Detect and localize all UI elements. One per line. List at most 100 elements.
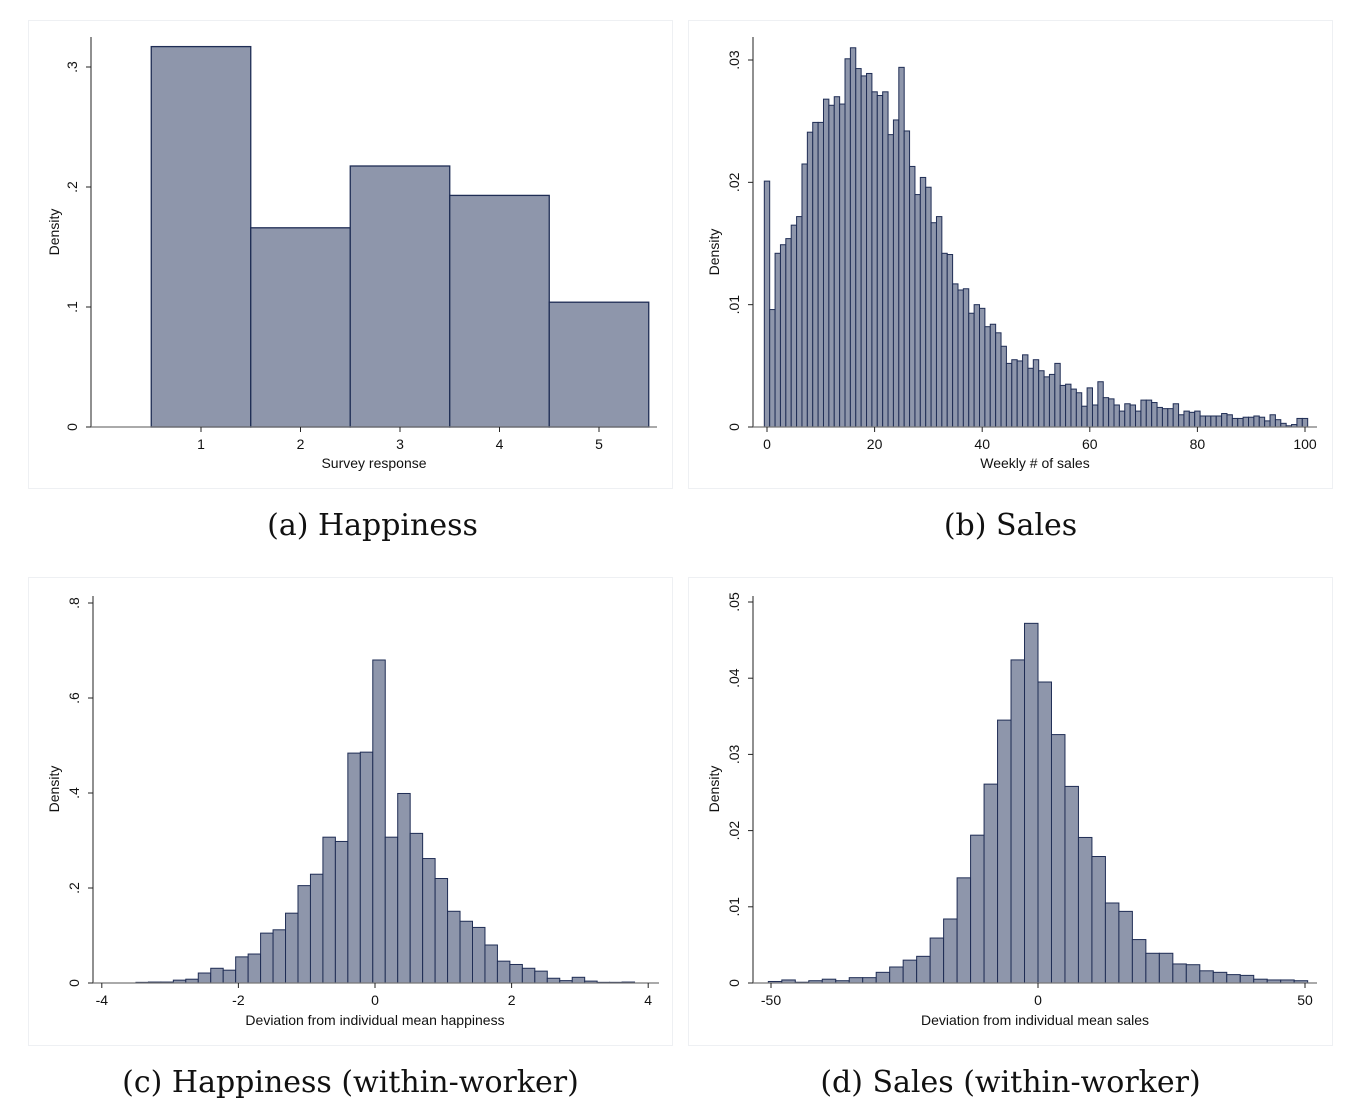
x-tick-label: 4 (644, 992, 652, 1008)
histogram-bar (422, 858, 436, 984)
histogram-bar (796, 216, 803, 428)
histogram-bar (272, 929, 287, 984)
histogram-bar (790, 224, 798, 428)
histogram-bar (1131, 939, 1147, 984)
histogram-bar (260, 932, 274, 984)
y-tick-label: .2 (66, 882, 82, 894)
histogram-bar (434, 878, 449, 984)
histogram-bar (521, 967, 536, 984)
histogram-bar (347, 752, 361, 984)
y-tick-label: .2 (64, 181, 80, 193)
y-tick-label: 0 (726, 423, 742, 431)
caption-b: (b) Sales (943, 508, 1078, 543)
histogram-bar (1161, 408, 1169, 428)
histogram-bar (862, 977, 877, 984)
histogram-bar (397, 792, 411, 984)
histogram-bar (235, 956, 249, 984)
histogram-bar (848, 977, 864, 984)
histogram-bar (509, 963, 523, 984)
histogram-bar (941, 252, 948, 428)
histogram-bar (1054, 362, 1061, 428)
caption-a: (a) Happiness (267, 508, 478, 543)
histogram-bar (866, 72, 873, 428)
histogram-bar (1032, 359, 1040, 428)
histogram-bar (150, 45, 252, 428)
histogram-bar (957, 289, 964, 428)
histogram-bar (372, 659, 386, 984)
histogram-bar (571, 976, 586, 984)
histogram-bar (484, 944, 498, 984)
histogram-bar (1097, 381, 1104, 428)
histogram-bar (309, 873, 324, 984)
histogram-bar (995, 332, 1002, 428)
histogram-bar (1037, 681, 1052, 984)
histogram-bar (1231, 417, 1239, 428)
histogram-bar (839, 103, 846, 428)
histogram-sales: Density Weekly # of sales 0 .01 .02 .03 0 20 4… (688, 20, 1333, 489)
histogram-bar (1239, 974, 1255, 984)
x-tick-label: -2 (232, 992, 245, 1008)
histogram-bar (1091, 856, 1106, 984)
histogram-bar (887, 134, 894, 428)
histogram-bar (806, 131, 814, 428)
x-tick-label: 0 (763, 436, 771, 452)
histogram-bar (384, 836, 399, 984)
histogram-bar (322, 836, 336, 984)
caption-d: (d) Sales (within-worker) (820, 1065, 1201, 1100)
histogram-happiness: Density Survey response 0 .1 .2 .3 1 2 3 4 5 (28, 20, 673, 489)
histogram-bar (1226, 414, 1233, 428)
histogram-bar (1022, 354, 1029, 428)
chart-sales-within: Density Deviation from individual mean s… (706, 592, 1317, 1028)
histogram-bar (1185, 964, 1201, 984)
y-tick-label: 0 (726, 979, 742, 987)
histogram-bar (930, 222, 937, 428)
histogram-bar (471, 926, 486, 984)
histogram-bar (1043, 376, 1050, 428)
y-tick-label: .8 (66, 597, 82, 609)
y-tick-label: .02 (726, 172, 742, 192)
histogram-bar (892, 119, 900, 428)
histogram-bar (1124, 403, 1131, 428)
x-tick-label: 100 (1293, 436, 1317, 452)
x-tick-label: 2 (508, 992, 516, 1008)
histogram-bar (1075, 392, 1083, 428)
histogram-bar (929, 937, 945, 984)
histogram-bar (546, 977, 561, 984)
histogram-happiness-within: Density Deviation from individual mean h… (28, 577, 673, 1046)
histogram-bar (334, 840, 349, 984)
histogram-bar (925, 186, 932, 428)
histogram-bar (1102, 397, 1110, 428)
histogram-bar (1108, 398, 1115, 428)
chart-happiness-within: Density Deviation from individual mean h… (46, 596, 659, 1028)
x-axis-title: Deviation from individual mean sales (921, 1012, 1149, 1028)
x-tick-label: 60 (1082, 436, 1098, 452)
histogram-bar (914, 194, 921, 428)
histogram-bar (1104, 902, 1120, 984)
histogram-bar (250, 227, 351, 428)
histogram-bar (801, 163, 808, 428)
x-tick-label: 0 (371, 992, 379, 1008)
y-tick-label: .01 (726, 897, 742, 917)
histogram-bar (222, 969, 237, 984)
x-tick-label: -50 (761, 992, 781, 1008)
histogram-bar (916, 955, 931, 984)
histogram-bar (833, 96, 841, 428)
histogram-bar (1145, 952, 1160, 984)
histogram-bar (817, 121, 824, 428)
y-axis-title: Density (46, 209, 62, 256)
histogram-bar (1118, 910, 1133, 984)
histogram-bar (1156, 406, 1163, 428)
histogram-bar (871, 91, 878, 428)
histogram-bar (1158, 952, 1174, 984)
histogram-bar (1258, 416, 1266, 428)
histogram-bar (1050, 734, 1066, 984)
histogram-bar (496, 960, 511, 984)
histogram-bar (1204, 415, 1212, 428)
histogram-bar (983, 783, 999, 984)
histogram-bar (849, 47, 857, 428)
histogram-bar (1226, 974, 1241, 984)
histogram-bar (285, 912, 299, 984)
histogram-bar (548, 301, 650, 428)
y-tick-label: 0 (66, 979, 82, 987)
histogram-bar (1059, 384, 1067, 428)
